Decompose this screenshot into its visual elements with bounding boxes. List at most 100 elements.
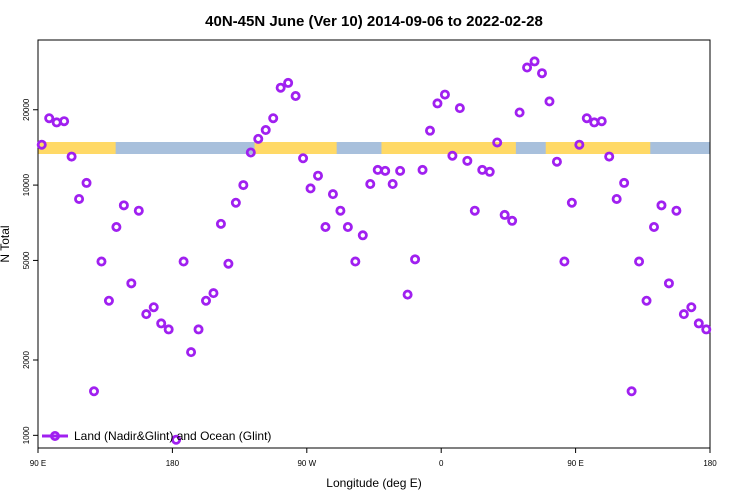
data-point [103, 295, 114, 306]
data-point [215, 218, 226, 229]
data-point [559, 256, 570, 267]
data-point [163, 324, 174, 335]
data-point [686, 302, 697, 313]
land-segment [381, 142, 516, 154]
data-point [454, 103, 465, 114]
data-point [395, 165, 406, 176]
data-point [424, 125, 435, 136]
data-point [126, 278, 137, 289]
data-point [186, 347, 197, 358]
data-point [357, 230, 368, 241]
data-point [514, 107, 525, 118]
x-tick-label: 90 E [567, 459, 583, 468]
data-point [432, 98, 443, 109]
land-ocean-band [38, 142, 710, 154]
data-point [342, 222, 353, 233]
y-tick-label: 1000 [22, 426, 31, 444]
y-tick-label: 10000 [22, 173, 31, 196]
data-point [312, 170, 323, 181]
x-axis-label: Longitude (deg E) [326, 476, 421, 490]
data-point [89, 386, 100, 397]
data-point [671, 205, 682, 216]
data-point [484, 166, 495, 177]
legend-label: Land (Nadir&Glint) and Ocean (Glint) [74, 429, 271, 443]
data-point [66, 151, 77, 162]
chart-title: 40N-45N June (Ver 10) 2014-09-06 to 2022… [205, 13, 543, 30]
data-point [305, 183, 316, 194]
x-tick-label: 180 [166, 459, 180, 468]
data-point [380, 165, 391, 176]
data-point [208, 288, 219, 299]
data-point [111, 222, 122, 233]
data-point [649, 222, 660, 233]
data-point [447, 150, 458, 161]
data-point [656, 200, 667, 211]
data-point [611, 193, 622, 204]
data-point [171, 434, 182, 445]
data-point [238, 180, 249, 191]
data-point [462, 155, 473, 166]
y-tick-label: 2000 [22, 351, 31, 369]
data-point [268, 113, 279, 124]
data-point [492, 137, 503, 148]
data-point [178, 256, 189, 267]
land-segment [38, 142, 116, 154]
data-point [417, 164, 428, 175]
data-point [223, 258, 234, 269]
data-point [51, 117, 62, 128]
data-point [551, 156, 562, 167]
data-point [507, 215, 518, 226]
data-point [96, 256, 107, 267]
plot-frame [37, 39, 711, 449]
data-point [544, 96, 555, 107]
x-tick-label: 180 [703, 459, 717, 468]
data-point [402, 289, 413, 300]
land-segment [545, 142, 651, 154]
data-point [133, 205, 144, 216]
ocean-band [38, 142, 710, 154]
data-point [74, 193, 85, 204]
data-point [245, 147, 256, 158]
data-point [678, 309, 689, 320]
data-point [200, 295, 211, 306]
data-point [320, 222, 331, 233]
data-point [619, 177, 630, 188]
data-point [522, 62, 533, 73]
data-point [499, 209, 510, 220]
data-point [193, 324, 204, 335]
legend: Land (Nadir&Glint) and Ocean (Glint) [42, 429, 271, 443]
data-point [529, 56, 540, 67]
y-tick-label: 5000 [22, 251, 31, 269]
data-point [439, 89, 450, 100]
data-point [230, 197, 241, 208]
data-point [641, 295, 652, 306]
data-point [290, 90, 301, 101]
y-axis: 1000 2000 5000 10000 20000 [22, 98, 38, 444]
y-axis-label: N Total [0, 225, 12, 262]
data-point [148, 302, 159, 313]
legend-marker [50, 430, 61, 441]
x-axis: 90 E 180 90 W 0 90 E 180 [30, 448, 717, 468]
data-point [260, 125, 271, 136]
data-point [327, 189, 338, 200]
data-point [36, 139, 47, 150]
data-point [626, 386, 637, 397]
data-point [283, 77, 294, 88]
x-tick-label: 90 E [30, 459, 46, 468]
data-point [604, 151, 615, 162]
data-point [566, 197, 577, 208]
data-point [59, 116, 70, 127]
data-point [335, 205, 346, 216]
data-point [701, 324, 712, 335]
data-point [663, 278, 674, 289]
data-point [81, 177, 92, 188]
data-point [581, 113, 592, 124]
land-segment [254, 142, 337, 154]
data-point [634, 256, 645, 267]
data-point [589, 117, 600, 128]
data-point [141, 309, 152, 320]
data-point [693, 318, 704, 329]
data-point [387, 179, 398, 190]
data-point [118, 200, 129, 211]
